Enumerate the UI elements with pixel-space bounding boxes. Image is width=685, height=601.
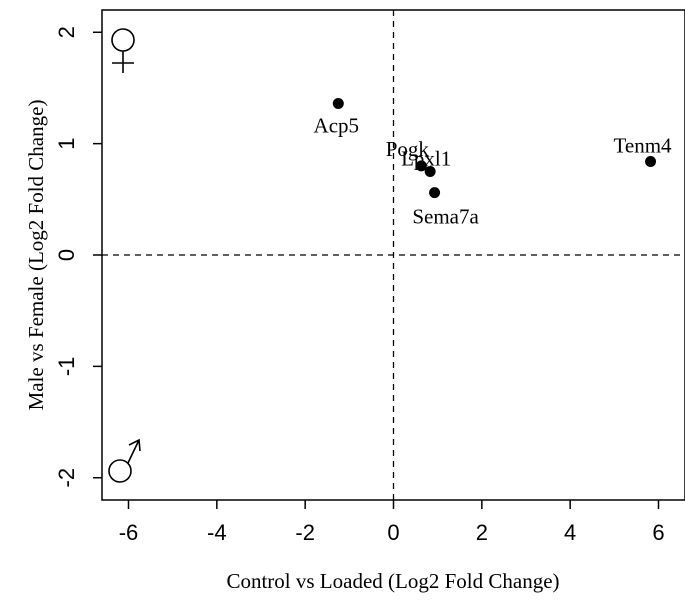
male-symbol-shaft — [127, 439, 140, 464]
x-tick-label: 4 — [564, 520, 576, 545]
y-tick-label: 0 — [54, 249, 79, 261]
x-tick-label: 6 — [652, 520, 664, 545]
point-label: Tenm4 — [614, 133, 673, 157]
data-point — [415, 160, 427, 172]
y-tick-label: 1 — [54, 138, 79, 150]
data-point — [429, 187, 441, 199]
y-tick-label: -1 — [54, 357, 79, 377]
male-symbol-circle — [108, 459, 132, 483]
point-label: Lpxl1 — [401, 146, 451, 170]
data-point — [332, 98, 344, 110]
x-tick-label: -4 — [207, 520, 227, 545]
female-symbol-icon — [111, 28, 135, 73]
male-symbol-icon — [108, 438, 141, 483]
data-point — [645, 155, 657, 167]
male-symbol-arrowhead — [128, 438, 141, 452]
female-symbol-circle — [111, 28, 135, 52]
y-tick-label: 2 — [54, 26, 79, 38]
y-axis-label: Male vs Female (Log2 Fold Change) — [24, 100, 48, 411]
x-tick-label: 2 — [476, 520, 488, 545]
point-label: Sema7a — [412, 205, 479, 229]
x-tick-label: -6 — [119, 520, 139, 545]
x-tick-label: -2 — [295, 520, 315, 545]
x-axis-label: Control vs Loaded (Log2 Fold Change) — [226, 569, 559, 593]
point-label: Acp5 — [314, 114, 360, 138]
point-label: Pogk — [386, 137, 430, 161]
x-tick-label: 0 — [387, 520, 399, 545]
data-point — [424, 165, 436, 177]
y-tick-label: -2 — [54, 468, 79, 488]
